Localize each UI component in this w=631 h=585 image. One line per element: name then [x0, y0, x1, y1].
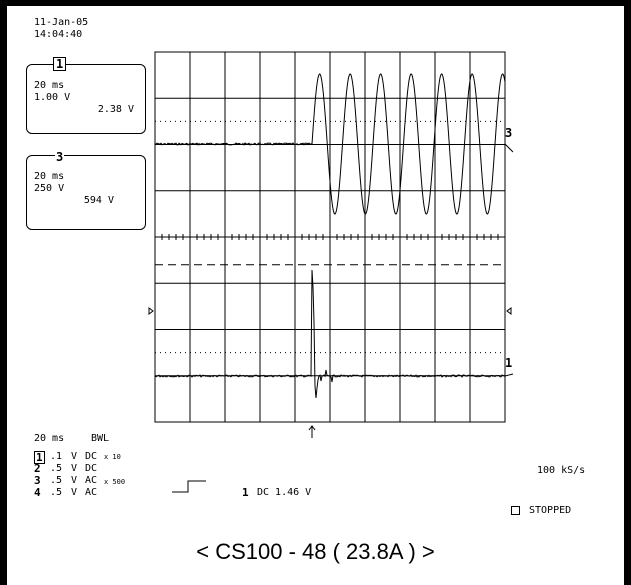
trigger-level: DC 1.46 V [257, 487, 312, 498]
channel-3-scale: 250 V [34, 183, 65, 194]
channel-1-scale: 1.00 V [34, 92, 71, 103]
channel-1-unit: V [71, 451, 78, 462]
channel-1-number: 1 [34, 451, 45, 464]
right-center-marker-icon [506, 307, 512, 315]
channel-1-scale-setting: .1 [50, 451, 63, 462]
channel-4-coupling: AC [85, 487, 98, 498]
channel-2-coupling: DC [85, 463, 98, 474]
channel-3-timebase: 20 ms [34, 171, 65, 182]
run-stop-indicator-icon[interactable] [511, 506, 520, 515]
channel-3-box-label: 3 [55, 150, 65, 164]
channel-3-readout-box[interactable]: 20 ms 250 V 594 V [26, 155, 146, 230]
acquisition-status: STOPPED [529, 505, 572, 516]
bandwidth-limit: BWL [91, 433, 110, 444]
left-center-marker-icon [148, 307, 154, 315]
graticule-center-ticks [154, 120, 506, 354]
channel-4-number: 4 [34, 486, 41, 499]
sample-rate: 100 kS/s [537, 465, 586, 476]
channel-2-number: 2 [34, 462, 41, 475]
channel-1-timebase: 20 ms [34, 80, 65, 91]
channel-1-reading: 2.38 V [97, 104, 134, 115]
channel-2-unit: V [71, 463, 78, 474]
channel-3-coupling: AC [85, 475, 98, 486]
channel-3-reading: 594 V [83, 195, 114, 206]
channel-4-scale-setting: .5 [50, 487, 63, 498]
channel-1-probe: x 10 [104, 453, 121, 461]
acquisition-date: 11-Jan-05 [34, 17, 89, 28]
right-frame-border [624, 0, 631, 585]
channel-3-ground-marker [504, 143, 514, 153]
channel-1-coupling: DC [85, 451, 98, 462]
channel-3-probe: x 500 [104, 478, 126, 486]
channel-2-scale-setting: .5 [50, 463, 63, 474]
channel-3-trace [154, 73, 506, 215]
top-frame-border [0, 0, 631, 6]
figure-caption: < CS100 - 48 ( 23.8A ) > [196, 539, 435, 564]
channel-3-number: 3 [34, 474, 41, 487]
channel-1-ground-marker [504, 373, 514, 377]
channel-3-unit: V [71, 475, 78, 486]
trigger-position-arrow-icon [308, 425, 316, 438]
channel-1-trace [154, 269, 506, 399]
rising-edge-trigger-icon [172, 480, 206, 493]
channel-1-trace-marker: 1 [505, 356, 513, 370]
timebase-setting: 20 ms [34, 433, 65, 444]
channel-3-trace-marker: 3 [505, 126, 513, 140]
left-frame-border [0, 0, 7, 585]
channel-1-box-label: 1 [53, 57, 67, 71]
channel-3-scale-setting: .5 [50, 475, 63, 486]
trigger-channel: 1 [242, 486, 249, 499]
graticule-markers [148, 143, 514, 438]
channel-1-readout-box[interactable]: 20 ms 1.00 V 2.38 V [26, 64, 146, 134]
acquisition-time: 14:04:40 [34, 29, 83, 40]
channel-4-unit: V [71, 487, 78, 498]
